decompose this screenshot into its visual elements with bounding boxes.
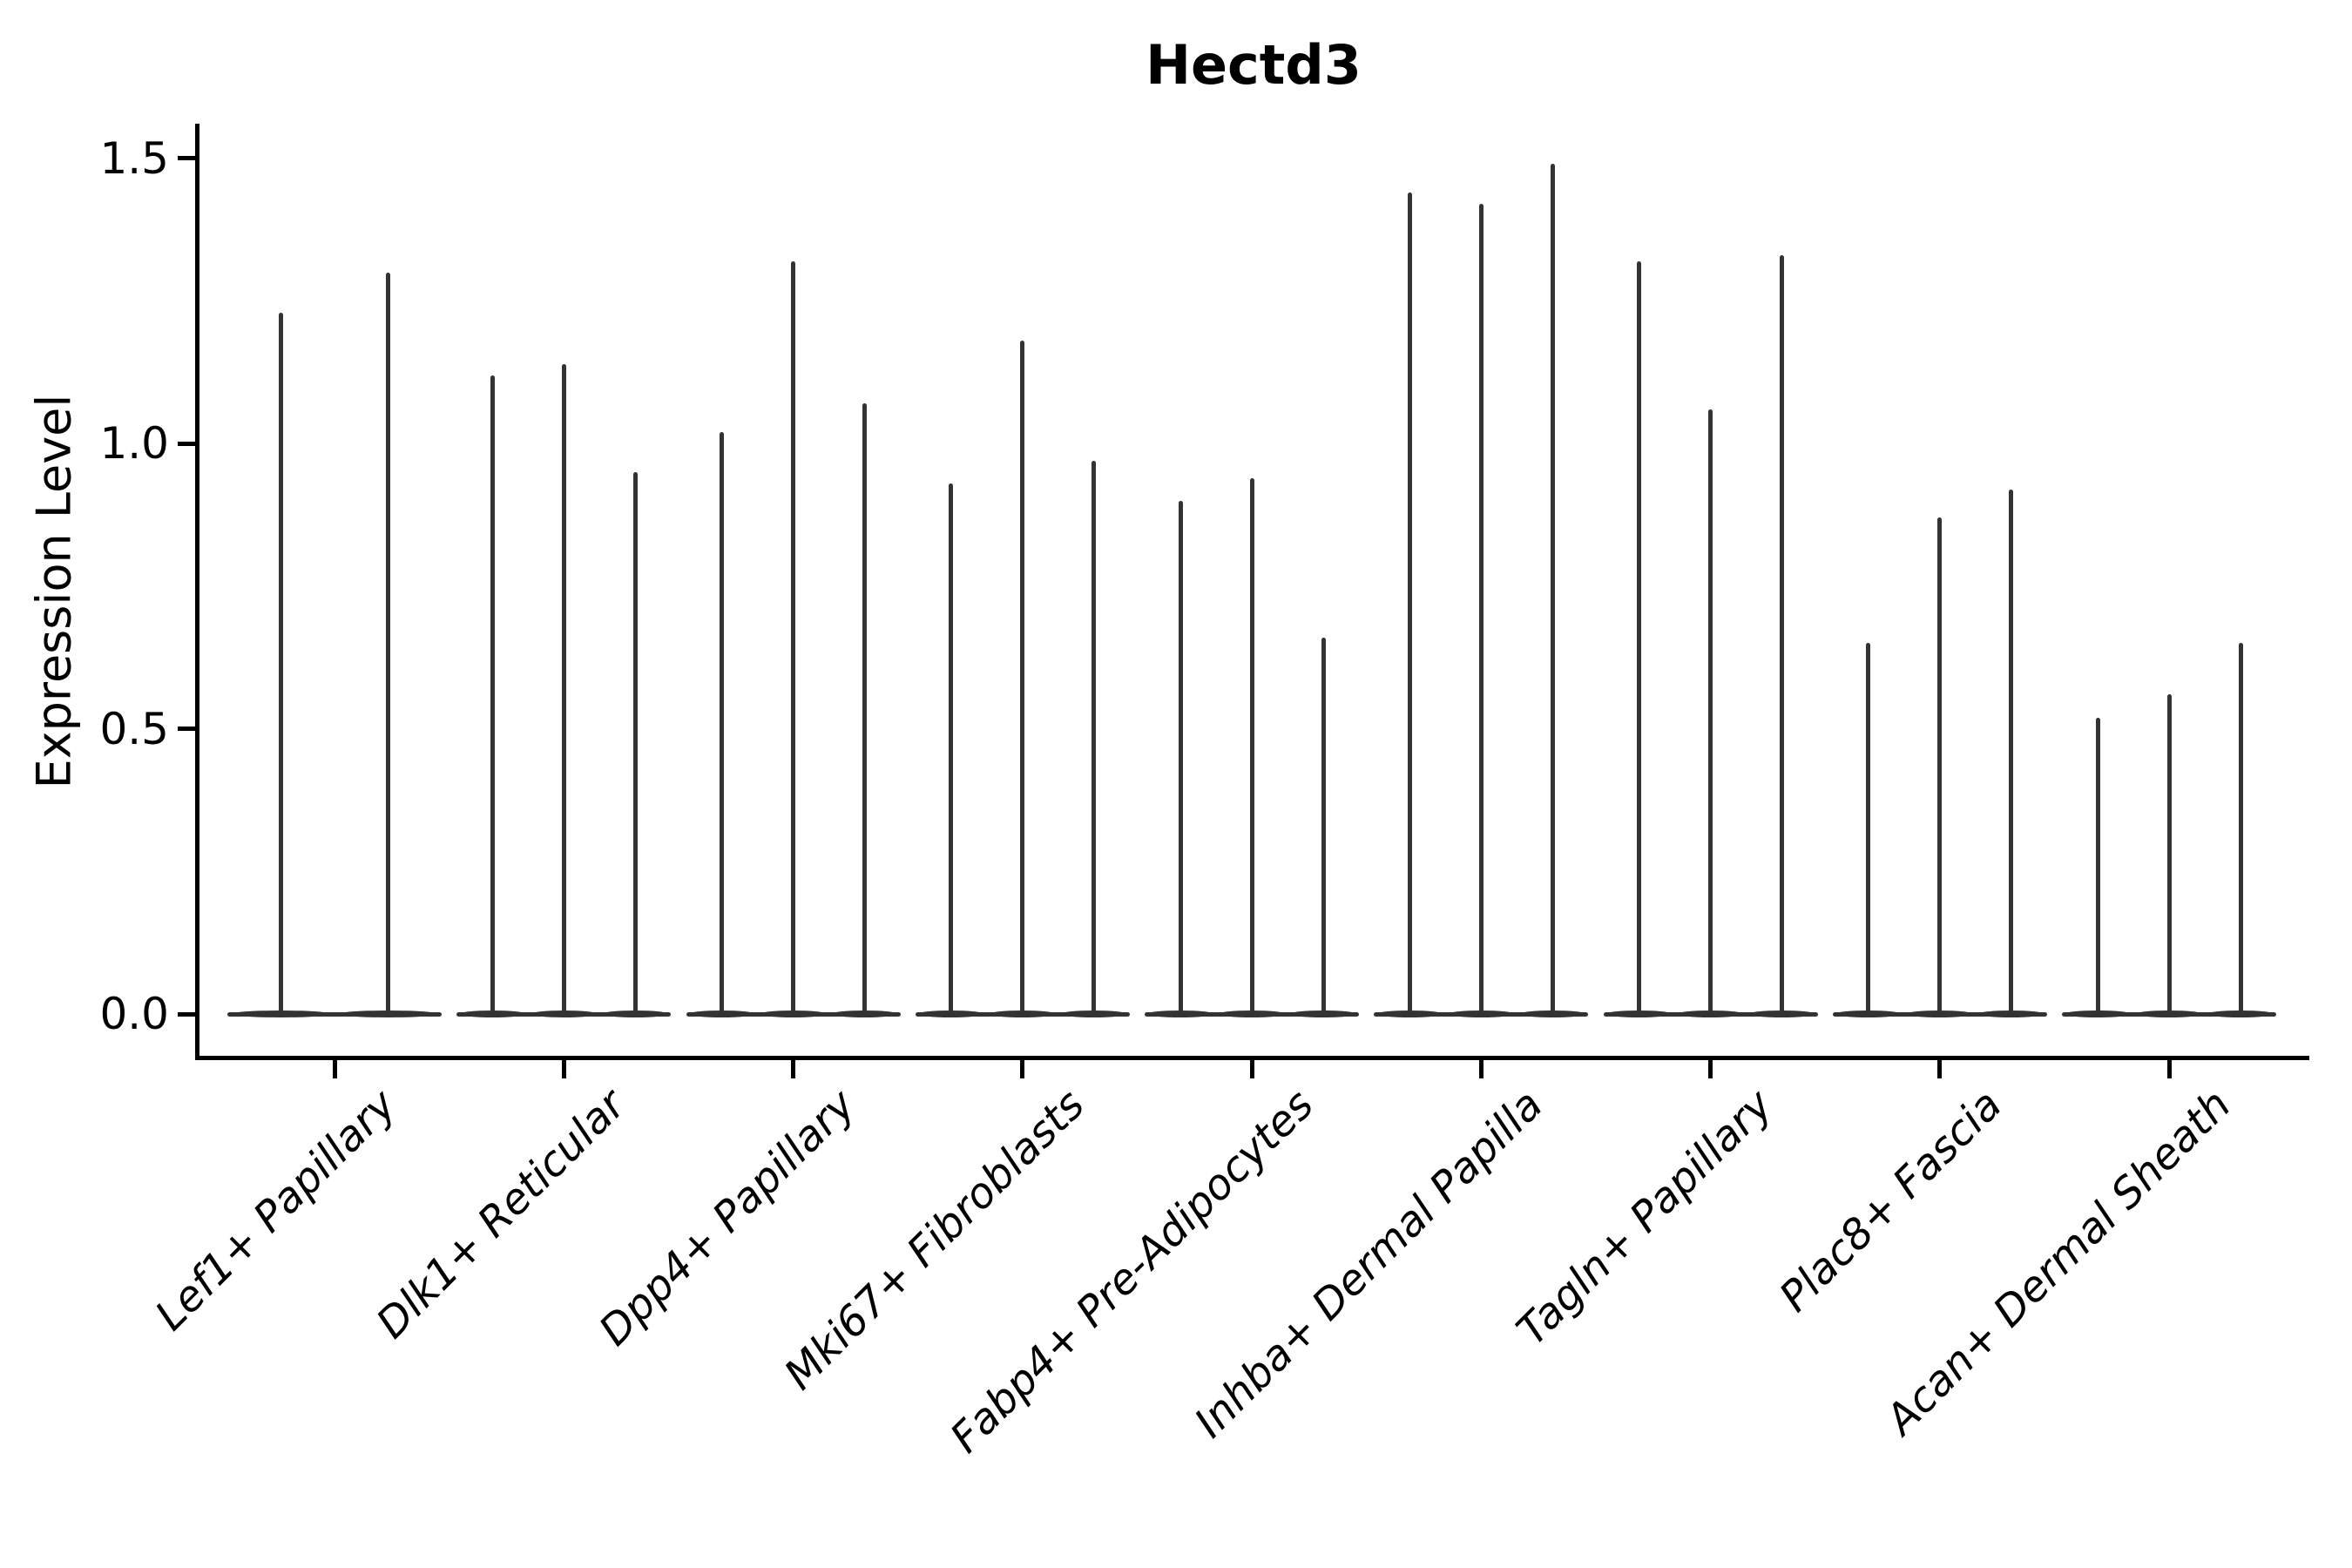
y-tick-label: 1.0 bbox=[99, 418, 169, 470]
x-tick-mark bbox=[1249, 1059, 1254, 1078]
violin-needle bbox=[1637, 260, 1641, 1014]
y-tick-label: 0.0 bbox=[99, 989, 169, 1039]
violin-needle bbox=[862, 403, 867, 1014]
violin-needle bbox=[2166, 694, 2172, 1014]
violin-needle bbox=[2238, 643, 2243, 1014]
violin-base bbox=[918, 1010, 984, 1017]
violin-base bbox=[2207, 1010, 2274, 1017]
violin-needle bbox=[1478, 204, 1484, 1014]
violin-base bbox=[231, 1010, 331, 1017]
violin-needle bbox=[1708, 409, 1713, 1014]
y-tick-mark bbox=[178, 1011, 198, 1017]
y-tick-mark bbox=[178, 441, 198, 446]
chart-title: Hectd3 bbox=[1146, 33, 1362, 97]
violin-needle bbox=[1407, 193, 1412, 1014]
violin-needle bbox=[1866, 643, 1871, 1014]
violin-base bbox=[1978, 1010, 2044, 1017]
x-tick-mark bbox=[1708, 1059, 1713, 1078]
violin-needle bbox=[1092, 460, 1097, 1014]
x-tick-mark bbox=[1478, 1059, 1484, 1078]
y-tick-label: 0.5 bbox=[99, 703, 169, 754]
violin-base bbox=[1061, 1010, 1127, 1017]
x-tick-mark bbox=[332, 1059, 337, 1078]
violin-base bbox=[990, 1010, 1056, 1017]
violin-needle bbox=[490, 375, 495, 1014]
y-tick-mark bbox=[178, 727, 198, 732]
x-tick-mark bbox=[561, 1059, 566, 1078]
y-tick-label: 1.5 bbox=[99, 132, 169, 184]
violin-base bbox=[1748, 1010, 1815, 1017]
violin-base bbox=[459, 1010, 525, 1017]
y-tick-mark bbox=[178, 156, 198, 161]
violin-base bbox=[1448, 1010, 1514, 1017]
violin-base bbox=[1677, 1010, 1744, 1017]
violin-needle bbox=[2095, 717, 2100, 1014]
violin-base bbox=[1290, 1010, 1356, 1017]
violin-base bbox=[602, 1010, 668, 1017]
violin-needle bbox=[1550, 164, 1555, 1014]
violin-needle bbox=[1937, 517, 1943, 1014]
violin-needle bbox=[1321, 637, 1326, 1014]
violin-base bbox=[1605, 1010, 1673, 1017]
x-tick-mark bbox=[2166, 1059, 2172, 1078]
violin-needle bbox=[1020, 341, 1025, 1014]
y-axis-line bbox=[195, 124, 199, 1060]
violin-base bbox=[2065, 1010, 2131, 1017]
violin-needle bbox=[632, 472, 638, 1014]
x-tick-mark bbox=[1937, 1059, 1943, 1078]
x-axis-line bbox=[195, 1056, 2309, 1060]
violin-needle bbox=[720, 432, 724, 1014]
violin-base bbox=[1376, 1010, 1443, 1017]
violin-base bbox=[2136, 1010, 2202, 1017]
violin-base bbox=[1519, 1010, 1585, 1017]
x-tick-mark bbox=[791, 1059, 795, 1078]
violin-base bbox=[831, 1010, 898, 1017]
violin-needle bbox=[1780, 255, 1784, 1014]
violin-needle bbox=[1178, 500, 1183, 1014]
violin-needle bbox=[386, 272, 390, 1014]
violin-base bbox=[531, 1010, 597, 1017]
violin-base bbox=[1147, 1010, 1213, 1017]
violin-needle bbox=[2009, 489, 2014, 1014]
violin-group-baseline bbox=[227, 1011, 442, 1017]
violin-needle bbox=[279, 312, 283, 1014]
violin-base bbox=[338, 1010, 438, 1017]
violin-base bbox=[1219, 1010, 1285, 1017]
violin-needle bbox=[561, 363, 566, 1014]
violin-base bbox=[760, 1010, 827, 1017]
violin-needle bbox=[1249, 477, 1254, 1014]
violin-base bbox=[1907, 1010, 1973, 1017]
violin-base bbox=[1835, 1010, 1902, 1017]
violin-needle bbox=[949, 483, 954, 1014]
x-tick-mark bbox=[1020, 1059, 1025, 1078]
violin-base bbox=[688, 1010, 755, 1017]
violin-needle bbox=[791, 260, 795, 1014]
